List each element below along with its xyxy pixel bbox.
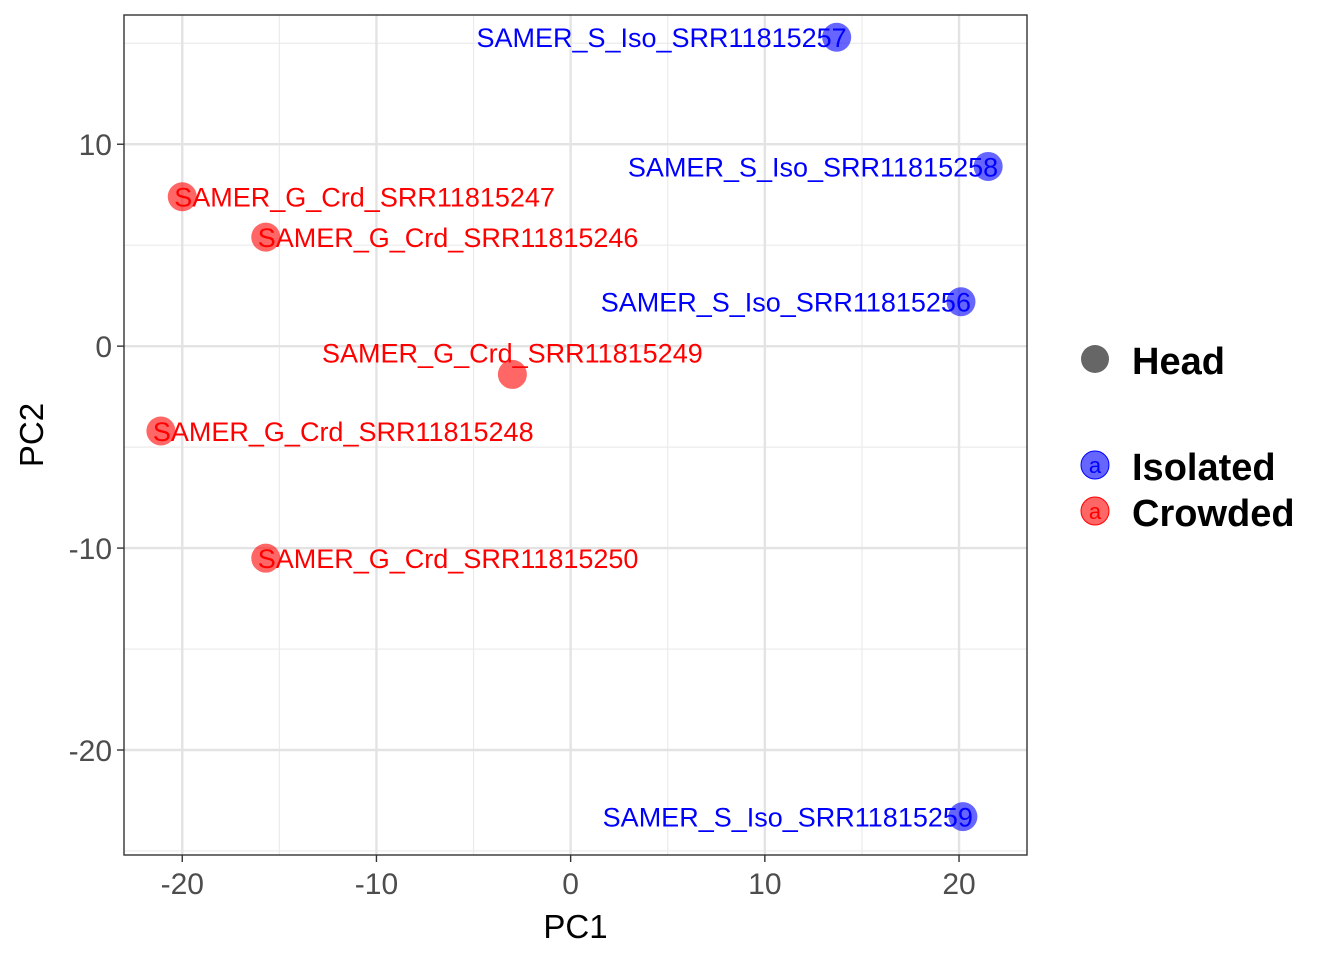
data-point-isolated [948,802,978,832]
y-tick-label: 10 [79,129,112,162]
point-label: SAMER_S_Iso_SRR11815258 [628,152,998,182]
y-axis-title: PC2 [13,403,50,467]
data-points [146,22,1003,832]
point-label: SAMER_G_Crd_SRR11815247 [174,183,555,213]
data-point-crowded [251,222,281,252]
y-tick-label: 0 [95,331,112,364]
point-label: SAMER_S_Iso_SRR11815259 [603,803,973,833]
grid-lines [124,15,1027,855]
x-tick-label: 20 [942,868,975,901]
legend-crowded-key [1080,496,1110,526]
legend-isolated-label: Isolated [1132,447,1276,489]
y-tick-label: -10 [69,533,112,566]
axes: -20 -10 0 10 20 -20 -10 0 10 [69,129,976,901]
data-point-crowded [497,359,527,389]
point-label: SAMER_G_Crd_SRR11815248 [153,417,534,447]
data-point-isolated [946,287,976,317]
legend-item-isolated: a Isolated [1080,447,1276,489]
x-tick-label: 10 [748,868,781,901]
legend: Head a Isolated a Crowded [1080,341,1295,535]
x-tick-label: -10 [355,868,398,901]
data-point-crowded [251,543,281,573]
point-label: SAMER_S_Iso_SRR11815257 [476,23,846,53]
point-label: SAMER_G_Crd_SRR11815249 [322,338,703,368]
point-label: SAMER_G_Crd_SRR11815246 [258,223,639,253]
y-tick-label: -20 [69,735,112,768]
legend-crowded-label: Crowded [1132,493,1295,535]
point-label: SAMER_G_Crd_SRR11815250 [258,544,639,574]
legend-head-key [1081,345,1109,373]
data-point-isolated [822,22,852,52]
legend-isolated-key [1080,450,1110,480]
x-tick-label: -20 [161,868,204,901]
data-point-crowded [167,182,197,212]
legend-isolated-glyph: a [1089,453,1102,478]
legend-item-crowded: a Crowded [1080,493,1295,535]
legend-head-label: Head [1132,341,1225,383]
x-axis-title: PC1 [543,908,607,945]
x-tick-label: 0 [562,868,579,901]
data-point-isolated [973,151,1003,181]
point-labels: SAMER_S_Iso_SRR11815257 SAMER_S_Iso_SRR11… [153,23,998,832]
data-point-crowded [146,416,176,446]
plot-panel-border [123,14,1028,856]
point-label: SAMER_S_Iso_SRR11815256 [601,288,971,318]
legend-crowded-glyph: a [1089,499,1102,524]
